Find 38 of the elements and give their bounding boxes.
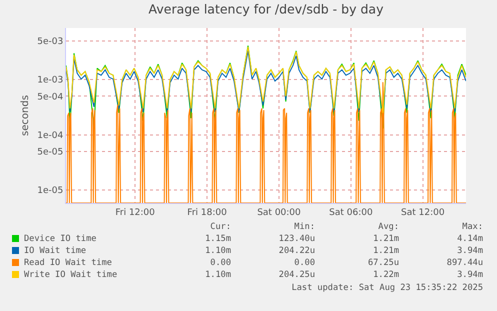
y-tick-label: 5e-05 [37, 148, 64, 158]
text: 0.00 [293, 257, 315, 269]
text: 1.21m [372, 245, 399, 257]
text: 1.10m [204, 245, 231, 257]
y-tick-label: 5e-03 [37, 37, 64, 48]
text: Avg: [377, 221, 399, 233]
text: Max: [461, 221, 483, 233]
text: 123.40u [278, 233, 315, 245]
x-tick-label: Sat 00:00 [257, 208, 302, 218]
text: 67.25u [366, 257, 399, 269]
text: 1.21m [372, 233, 399, 245]
text: Min: [293, 221, 315, 233]
text: 1.10m [204, 269, 231, 281]
text: 1.15m [204, 233, 231, 245]
legend-label: Device IO time [24, 233, 96, 245]
y-tick-label: 1e-05 [37, 186, 64, 196]
y-tick-label: 1e-03 [37, 76, 64, 86]
text: 897.44u [446, 257, 483, 269]
chart-title: Average latency for /dev/sdb - by day [148, 1, 384, 16]
x-tick-label: Fri 18:00 [187, 208, 228, 218]
text: 3.94m [456, 269, 483, 281]
text: 4.14m [456, 233, 483, 245]
y-tick-label: 1e-04 [37, 130, 64, 141]
legend-label: Read IO Wait time [24, 257, 112, 269]
text: Cur: [209, 221, 231, 233]
x-tick-label: Fri 12:00 [115, 208, 156, 218]
y-axis-title: seconds [20, 95, 32, 136]
legend-label: IO Wait time [24, 245, 86, 257]
legend-label: Write IO Wait time [24, 269, 118, 281]
x-tick-label: Sat 06:00 [329, 208, 373, 218]
text: 0.00 [209, 257, 231, 269]
text: 204.25u [278, 269, 315, 281]
y-tick-label: 5e-04 [37, 92, 64, 102]
text: 204.22u [278, 245, 315, 257]
x-tick-label: Sat 12:00 [401, 208, 445, 218]
text: Last update: Sat Aug 23 15:35:22 2025 [292, 283, 483, 293]
text: 3.94m [456, 245, 483, 257]
text: 1.22m [372, 269, 399, 281]
